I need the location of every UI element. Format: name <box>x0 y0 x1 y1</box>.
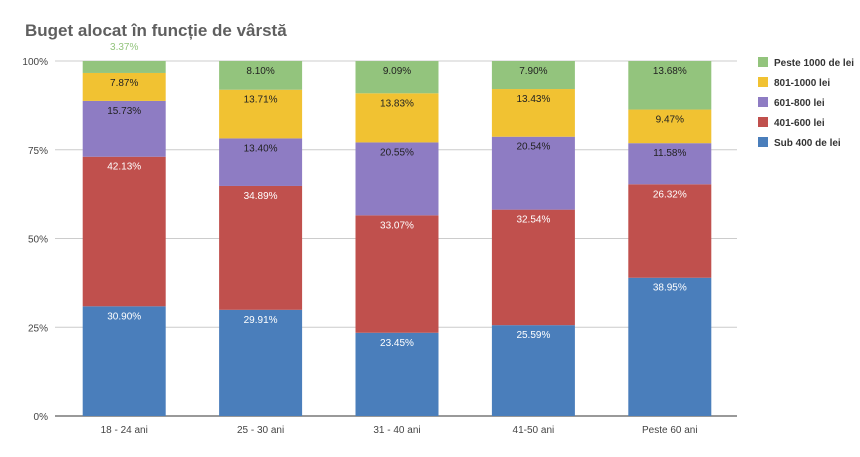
legend-label: 401-600 lei <box>774 118 825 129</box>
bar-segment <box>491 89 575 137</box>
bar-segment <box>628 143 712 185</box>
data-label: 30.90% <box>107 311 141 322</box>
bar-segment <box>355 93 439 143</box>
y-tick-label: 0% <box>34 412 49 423</box>
bar-segment <box>82 61 166 73</box>
bar-segment <box>82 156 166 307</box>
data-label: 13.40% <box>244 143 278 154</box>
bar-segment <box>219 138 303 186</box>
data-labels: 30.90% 42.13% 15.73% 7.87% 3.37% 29.91% 34.89%… <box>107 42 687 349</box>
bar-segment <box>355 215 439 333</box>
chart-title: Buget alocat în funcție de vârstă <box>25 21 287 40</box>
x-tick-label: 25 - 30 ani <box>237 425 284 436</box>
data-label: 20.54% <box>516 142 550 153</box>
legend-label: 601-800 lei <box>774 98 825 109</box>
bar-segment <box>219 89 303 139</box>
data-label: 13.68% <box>653 66 687 77</box>
data-label: 13.71% <box>244 95 278 106</box>
bar-segment <box>491 209 575 326</box>
bar-segment <box>628 184 712 278</box>
data-label: 8.10% <box>246 66 274 77</box>
bars <box>82 60 712 416</box>
bar-segment <box>219 309 303 416</box>
bar-segment <box>355 61 439 94</box>
legend-label: Sub 400 de lei <box>774 138 841 149</box>
bar-segment <box>355 332 439 416</box>
bar-segment <box>355 142 439 216</box>
data-label: 7.87% <box>110 78 138 89</box>
data-label: 32.54% <box>516 215 550 226</box>
data-label: 9.09% <box>383 66 411 77</box>
bar-segment <box>491 61 575 90</box>
data-label: 26.32% <box>653 189 687 200</box>
data-label: 15.73% <box>107 106 141 117</box>
bar-segment <box>628 109 712 144</box>
y-tick-label: 50% <box>28 235 48 246</box>
data-label: 13.83% <box>380 98 414 109</box>
legend-swatch <box>758 97 768 107</box>
data-label: 3.37% <box>110 42 138 53</box>
data-label: 9.47% <box>656 115 684 126</box>
legend: Peste 1000 de lei 801-1000 lei 601-800 lei… <box>758 57 854 149</box>
y-tick-label: 100% <box>22 57 48 68</box>
bar-segment <box>491 136 575 210</box>
data-label: 13.43% <box>516 94 550 105</box>
data-label: 29.91% <box>244 315 278 326</box>
data-label: 38.95% <box>653 283 687 294</box>
data-label: 11.58% <box>653 148 686 159</box>
data-label: 33.07% <box>380 220 414 231</box>
data-label: 34.89% <box>244 191 278 202</box>
x-tick-label: 18 - 24 ani <box>101 425 148 436</box>
legend-swatch <box>758 137 768 147</box>
legend-label: Peste 1000 de lei <box>774 58 854 69</box>
y-tick-label: 75% <box>28 146 48 157</box>
data-label: 25.59% <box>516 330 550 341</box>
data-label: 42.13% <box>107 162 141 173</box>
data-label: 23.45% <box>380 338 414 349</box>
x-axis-ticks: 18 - 24 ani 25 - 30 ani 31 - 40 ani 41-50 a… <box>101 425 698 436</box>
y-tick-label: 25% <box>28 323 48 334</box>
x-tick-label: Peste 60 ani <box>642 425 698 436</box>
data-label: 20.55% <box>380 147 414 158</box>
bar-segment <box>82 100 166 157</box>
bar-segment <box>219 185 303 310</box>
data-label: 7.90% <box>519 66 547 77</box>
bar-segment <box>628 61 712 110</box>
legend-swatch <box>758 117 768 127</box>
bar-segment <box>219 60 303 90</box>
bar-segment <box>82 306 166 416</box>
x-tick-label: 31 - 40 ani <box>373 425 420 436</box>
legend-label: 801-1000 lei <box>774 78 830 89</box>
x-tick-label: 41-50 ani <box>513 425 555 436</box>
legend-swatch <box>758 77 768 87</box>
bar-segment <box>82 72 166 101</box>
legend-swatch <box>758 57 768 67</box>
bar-segment <box>491 325 575 416</box>
bar-segment <box>628 277 712 416</box>
